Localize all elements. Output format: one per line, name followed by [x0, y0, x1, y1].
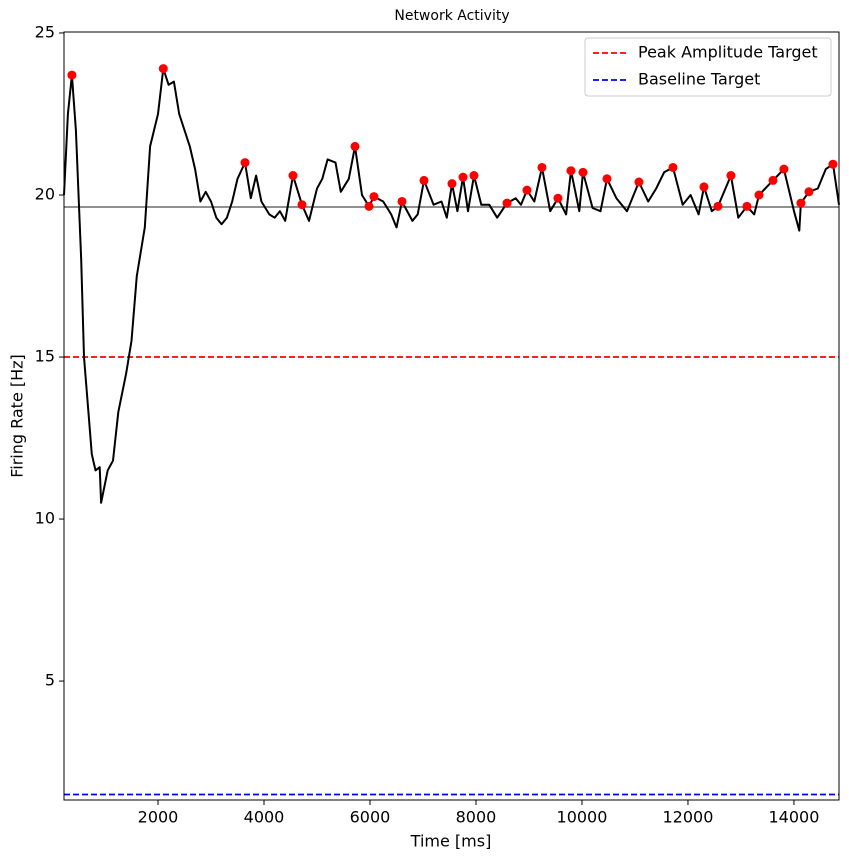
peak-marker — [578, 167, 588, 177]
legend-label: Baseline Target — [638, 70, 760, 89]
peak-marker — [364, 201, 374, 211]
y-axis-label: Firing Rate [Hz] — [8, 354, 27, 478]
plot-frame — [63, 31, 840, 801]
peak-marker — [458, 172, 468, 182]
x-tick-label: 8000 — [456, 808, 497, 827]
peak-marker — [796, 198, 806, 208]
x-tick-label: 4000 — [244, 808, 285, 827]
peak-marker — [602, 174, 612, 184]
peak-marker — [502, 198, 512, 208]
peak-marker — [566, 166, 576, 176]
peak-marker — [634, 177, 644, 187]
peak-marker — [668, 162, 678, 172]
peak-marker — [297, 200, 307, 210]
peak-marker — [240, 158, 250, 168]
x-tick-label: 2000 — [138, 808, 179, 827]
peak-marker — [713, 201, 723, 211]
peak-marker — [699, 182, 709, 192]
peak-marker — [522, 185, 532, 195]
peak-marker — [447, 179, 457, 189]
peak-marker — [158, 64, 168, 74]
x-axis-label: Time [ms] — [410, 832, 492, 851]
peak-marker — [369, 192, 379, 202]
peak-marker — [469, 171, 479, 181]
peak-marker — [419, 175, 429, 185]
x-tick-label: 10000 — [557, 808, 608, 827]
peak-marker — [779, 164, 789, 174]
x-tick-label: 12000 — [663, 808, 714, 827]
peak-marker — [754, 190, 764, 200]
peak-marker — [537, 162, 547, 172]
y-tick-label: 10 — [35, 509, 55, 528]
peak-marker — [768, 175, 778, 185]
y-tick-label: 15 — [35, 347, 55, 366]
legend-label: Peak Amplitude Target — [638, 43, 818, 62]
line — [63, 67, 840, 504]
peak-marker — [742, 201, 752, 211]
peak-marker — [288, 171, 298, 181]
peak-marker — [726, 171, 736, 181]
y-tick-label: 25 — [35, 22, 55, 41]
y-tick-label: 20 — [35, 184, 55, 203]
peak-marker — [553, 193, 563, 203]
chart-title: Network Activity — [394, 8, 509, 24]
peak-marker — [804, 187, 814, 197]
peak-marker — [67, 70, 77, 80]
x-tick-label: 14000 — [769, 808, 820, 827]
y-tick-label: 5 — [45, 671, 55, 690]
peak-marker — [828, 159, 838, 169]
x-tick-label: 6000 — [350, 808, 391, 827]
legend — [584, 37, 832, 97]
peak-marker — [397, 196, 407, 206]
peak-marker — [350, 141, 360, 151]
